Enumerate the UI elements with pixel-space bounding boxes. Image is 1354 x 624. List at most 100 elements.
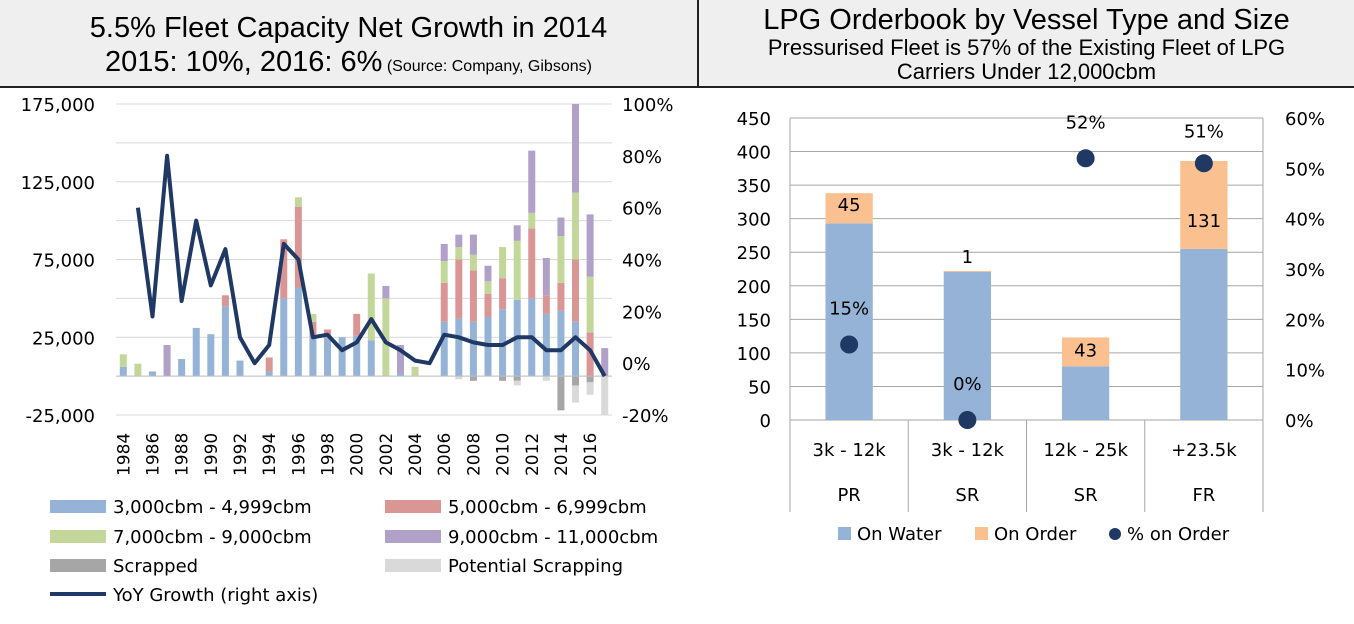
- y-tick-label: 125,000: [21, 173, 95, 194]
- bar-segment: [513, 240, 521, 300]
- bar-on-water: [1180, 248, 1228, 420]
- category-label: +23.5k: [1171, 440, 1237, 461]
- bar-segment: [411, 366, 419, 377]
- bar-segment: [455, 247, 463, 260]
- y2-tick-label: 20%: [622, 302, 662, 323]
- bar-segment: [586, 276, 594, 333]
- y2-tick-label: 0%: [622, 354, 651, 375]
- y-tick-label: 450: [737, 109, 771, 130]
- right-chart-title: LPG Orderbook by Vessel Type and Size: [763, 4, 1290, 36]
- y-tick-label: 250: [737, 243, 771, 264]
- x-tick-label: 2010: [494, 433, 514, 476]
- bar-segment: [309, 313, 317, 322]
- legend-label: 9,000cbm - 11,000cbm: [448, 527, 658, 548]
- legend-label: Scrapped: [113, 556, 198, 577]
- legend-swatch: [385, 530, 441, 543]
- x-tick-label: 1990: [202, 433, 222, 476]
- bar-segment: [513, 225, 521, 241]
- lpg-orderbook-chart: 450 400 350 300 250 200 150 100 50 0 60% 50% 40% 30% 2…: [737, 109, 1325, 545]
- right-chart-header: LPG Orderbook by Vessel Type and Size Pr…: [699, 0, 1354, 88]
- bar-segment: [382, 285, 390, 299]
- x-tick-label: 1984: [114, 433, 134, 476]
- bar-segment: [469, 270, 477, 322]
- bar-segment: [499, 247, 507, 279]
- bar-segment: [572, 192, 580, 260]
- bar-segment: [440, 243, 448, 262]
- bar-segment: [572, 385, 580, 403]
- bar-segment: [586, 332, 594, 377]
- bar-segment: [586, 376, 594, 383]
- y-tick-label: 175,000: [21, 95, 95, 116]
- bar-segment: [484, 265, 492, 282]
- legend-label: On Order: [994, 524, 1077, 545]
- bar-segment: [455, 376, 463, 380]
- on-order-data-label: 43: [1074, 340, 1097, 361]
- bar-segment: [353, 313, 361, 336]
- bar-segment: [163, 345, 171, 377]
- bar-segment: [601, 348, 609, 377]
- bar-segment: [572, 376, 580, 386]
- legend-swatch: [385, 500, 441, 513]
- bar-segment: [601, 376, 609, 415]
- bar-segment: [528, 150, 536, 213]
- x-tick-label: 1986: [143, 433, 163, 476]
- bar-segment: [542, 376, 550, 381]
- x-tick-label: 1994: [260, 433, 280, 476]
- category-group-label: SR: [1074, 485, 1098, 506]
- bar-segment: [528, 228, 536, 299]
- y2-tick-label: 40%: [1285, 210, 1325, 231]
- legend-swatch: [838, 527, 851, 540]
- y2-tick-label: 100%: [622, 95, 673, 116]
- y-tick-label: 300: [737, 210, 771, 231]
- bar-segment: [572, 259, 580, 322]
- legend-swatch: [50, 500, 106, 513]
- y-tick-label: 25,000: [32, 328, 95, 349]
- pct-on-order-label: 15%: [829, 299, 869, 320]
- bar-segment: [294, 197, 302, 207]
- category-label: 3k - 12k: [813, 440, 887, 461]
- bar-on-order: [825, 193, 873, 224]
- bar-on-water: [825, 223, 873, 420]
- bar-segment: [192, 327, 200, 377]
- on-order-data-label: 1: [962, 247, 973, 268]
- x-tick-label: 2012: [523, 433, 543, 476]
- x-tick-label: 2014: [552, 433, 572, 476]
- bar-segment: [499, 278, 507, 310]
- pct-on-order-point: [1076, 149, 1095, 168]
- x-tick-label: 2004: [406, 433, 426, 476]
- bar-segment: [572, 104, 580, 193]
- bar-segment: [396, 345, 404, 374]
- bar-segment: [324, 337, 332, 377]
- bar-on-water: [943, 271, 992, 420]
- pct-on-order-point: [958, 411, 977, 429]
- bar-segment: [119, 354, 127, 367]
- bar-segment: [484, 281, 492, 294]
- y-tick-label: 200: [737, 277, 771, 298]
- bar-on-order: [1180, 160, 1228, 249]
- y-tick-label: 100: [737, 344, 771, 365]
- bar-on-water: [1061, 366, 1110, 420]
- bar-segment: [557, 310, 565, 377]
- y2-tick-label: 40%: [622, 251, 662, 272]
- bar-segment: [134, 363, 142, 377]
- on-order-data-label: 45: [838, 195, 861, 216]
- legend-label: On Water: [857, 524, 942, 545]
- x-tick-label: 2000: [348, 433, 368, 476]
- y2-tick-label: 20%: [1285, 310, 1325, 331]
- bar-segment: [455, 318, 463, 377]
- category-group-label: FR: [1192, 485, 1215, 506]
- x-tick-label: 1992: [231, 433, 251, 476]
- header-divider: [697, 0, 699, 88]
- bar-segment: [265, 357, 273, 372]
- y2-tick-label: 80%: [622, 147, 662, 168]
- y-tick-label: 350: [737, 176, 771, 197]
- x-tick-label: 2016: [581, 433, 601, 476]
- bar-segment: [499, 309, 507, 377]
- bar-segment: [542, 313, 550, 377]
- right-chart-subtitle-1: Pressurised Fleet is 57% of the Existing…: [767, 35, 1286, 60]
- bar-segment: [557, 376, 565, 411]
- y-tick-label: -25,000: [26, 406, 95, 427]
- bar-segment: [469, 376, 477, 381]
- bar-segment: [294, 206, 302, 288]
- y-tick-label: 50: [748, 377, 771, 398]
